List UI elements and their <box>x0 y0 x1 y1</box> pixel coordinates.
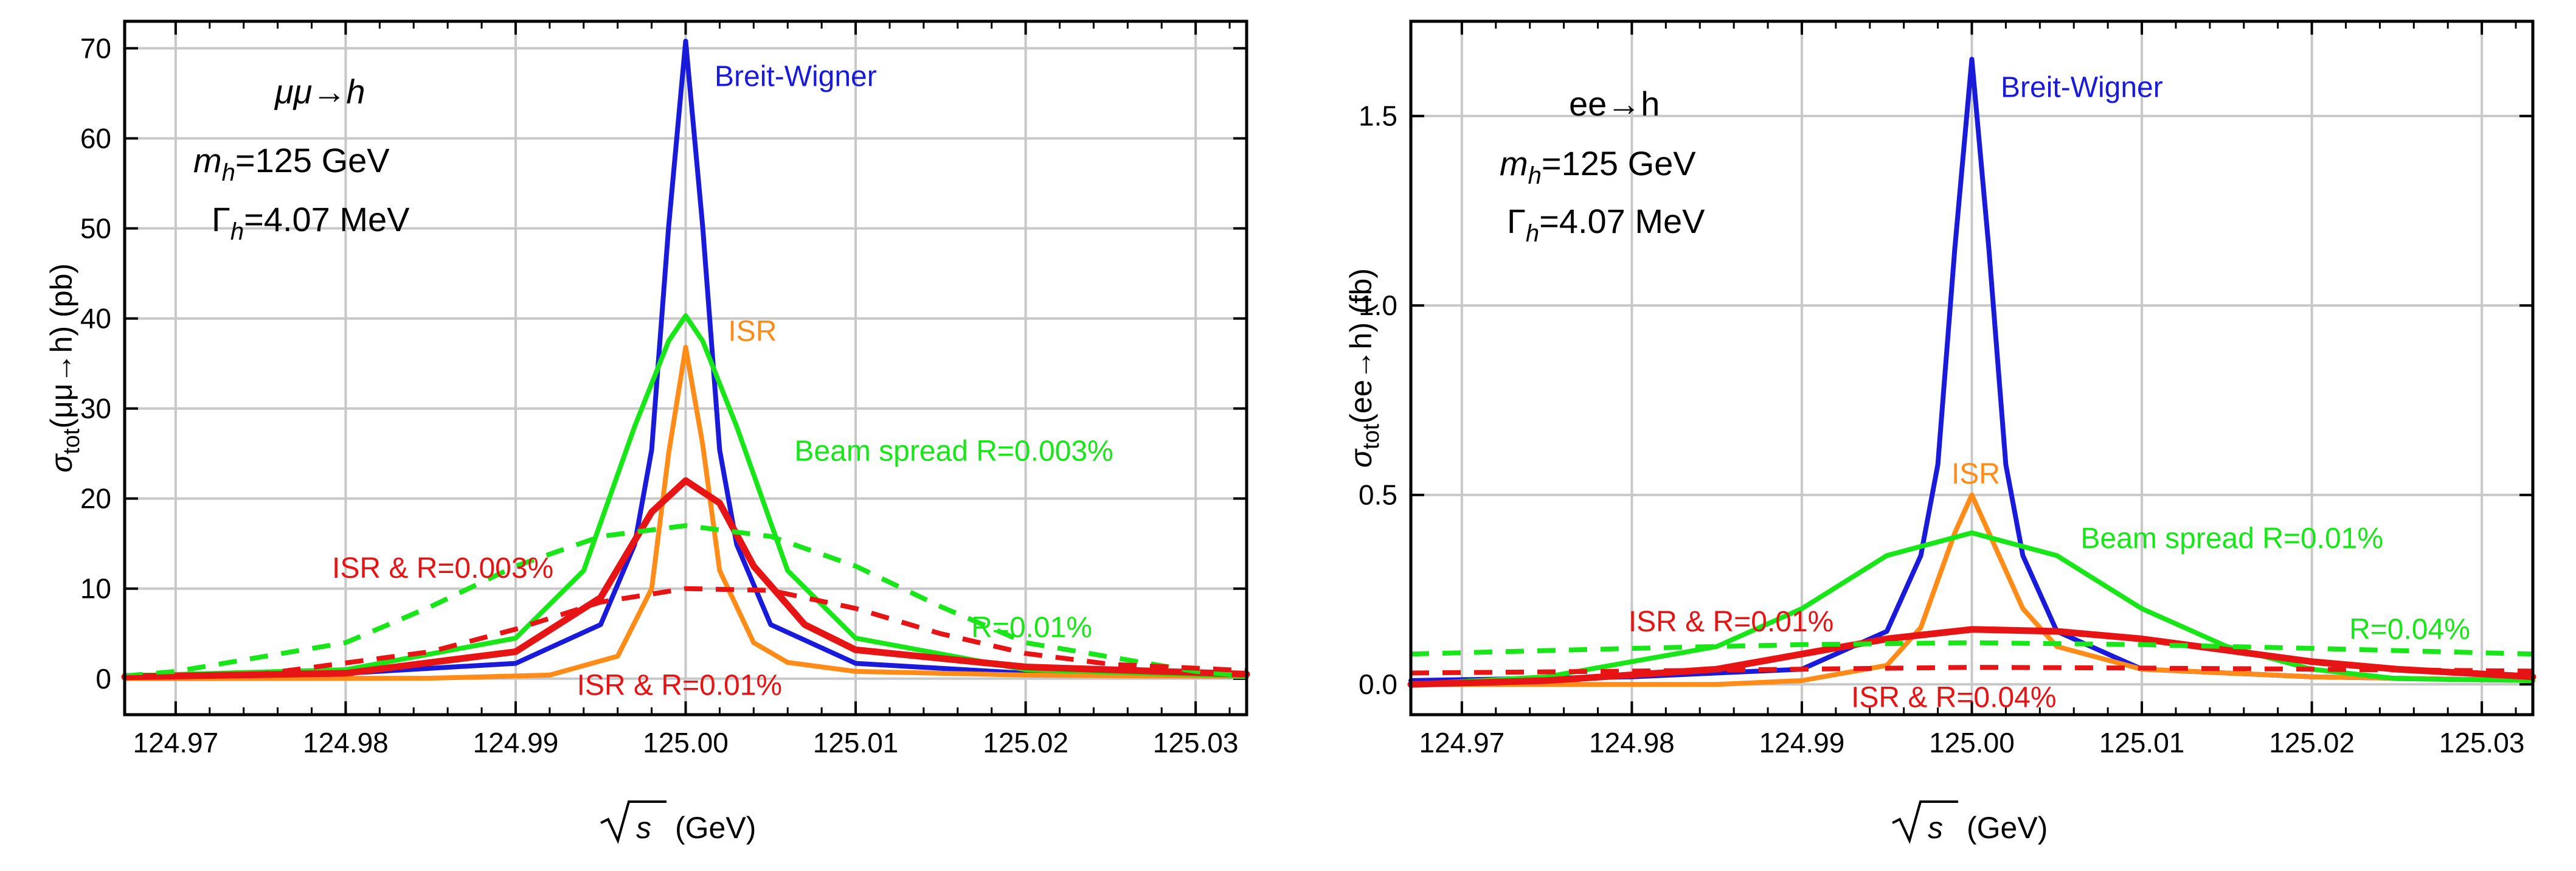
series-isr <box>122 344 1249 681</box>
curve-label: R=0.04% <box>2349 613 2470 645</box>
x-axis-label-variable: s <box>636 811 651 845</box>
plot-frame <box>123 19 1248 717</box>
annotation-width: Γh=4.07 MeV <box>212 200 410 245</box>
y-axis-label: σtot(ee→h) (fb) <box>1344 268 1384 468</box>
y-tick-label: 1.5 <box>1359 100 1397 132</box>
series-isr-r-0-01- <box>1407 626 2536 688</box>
series-beam-spread-r-0-01- <box>1408 530 2535 687</box>
x-tick-label: 124.98 <box>303 727 389 758</box>
curve-label: Beam spread R=0.003% <box>794 435 1113 467</box>
y-tick-labels: 0 10 20 30 40 50 60 70 <box>80 32 111 694</box>
x-tick-label: 124.97 <box>133 727 219 758</box>
x-tick-label: 125.00 <box>1929 727 2015 758</box>
x-tick-label: 125.01 <box>813 727 899 758</box>
sqrt-icon <box>1892 800 1958 844</box>
curve-label: ISR & R=0.003% <box>332 552 553 585</box>
y-tick-label: 20 <box>80 483 111 515</box>
y-tick-label: 70 <box>80 32 111 64</box>
y-tick-labels: 0.0 0.5 1.0 1.5 <box>1359 100 1397 700</box>
curve-label: ISR & R=0.01% <box>1629 606 1834 638</box>
series-beam-spread-r-0-003- <box>122 313 1249 679</box>
y-tick-label: 60 <box>80 122 111 154</box>
curve-labels: Breit-Wigner ISR Beam spread R=0.01% ISR & … <box>1629 72 2470 714</box>
y-tick-label: 1.0 <box>1359 290 1397 321</box>
series-r-0-01- <box>124 523 1247 679</box>
x-tick-labels: 124.97 124.98 124.99 125.00 125.01 125.02 125.… <box>1419 727 2525 758</box>
annotation-mass: mh=125 GeV <box>1500 144 1696 189</box>
sqrt-icon <box>600 800 667 844</box>
series-isr-r-0-04- <box>1410 665 2533 676</box>
x-tick-label: 124.98 <box>1589 727 1675 758</box>
x-tick-label: 125.03 <box>2439 727 2525 758</box>
curve-label: ISR & R=0.01% <box>577 669 782 701</box>
annotation-mass: mh=125 GeV <box>193 141 390 186</box>
series-lines <box>121 38 1250 681</box>
x-axis-label: s (GeV) <box>1892 800 2048 845</box>
plot-frame <box>1409 19 2535 717</box>
x-tick-labels: 124.97 124.98 124.99 125.00 125.01 125.02 125.… <box>133 727 1239 758</box>
series-isr-r-0-01- <box>124 586 1247 681</box>
series-r-0-04- <box>1410 640 2533 657</box>
x-tick-label: 125.02 <box>983 727 1068 758</box>
x-tick-label: 125.03 <box>1153 727 1239 758</box>
x-tick-label: 124.97 <box>1419 727 1505 758</box>
y-tick-label: 0.5 <box>1359 479 1397 511</box>
series-breit-wigner <box>1408 57 2535 683</box>
series-lines <box>1407 57 2536 688</box>
curve-label: Breit-Wigner <box>715 61 877 93</box>
x-axis-label-units: (GeV) <box>675 811 756 845</box>
y-tick-label: 50 <box>80 213 111 245</box>
x-tick-label: 125.02 <box>2269 727 2355 758</box>
y-tick-label: 30 <box>80 393 111 425</box>
curve-label: ISR <box>728 316 777 348</box>
x-axis-label-units: (GeV) <box>1967 811 2048 845</box>
series-breit-wigner <box>122 38 1249 678</box>
annotation-width: Γh=4.07 MeV <box>1507 202 1705 247</box>
y-axis-label: σtot(μμ→h) (pb) <box>44 263 85 473</box>
x-axis-label-variable: s <box>1928 811 1943 845</box>
y-tick-label: 40 <box>80 303 111 335</box>
y-tick-label: 0.0 <box>1359 668 1397 700</box>
x-tick-label: 124.99 <box>473 727 559 758</box>
panel-mumu: 124.97 124.98 124.99 125.00 125.01 125.02 125.… <box>44 19 1250 845</box>
annotation-process: ee→h <box>1569 85 1660 123</box>
x-tick-label: 125.00 <box>643 727 729 758</box>
annotation-process: μμ→h <box>274 72 365 111</box>
x-tick-label: 124.99 <box>1759 727 1845 758</box>
curve-label: Beam spread R=0.01% <box>2080 522 2383 555</box>
x-axis-label: s (GeV) <box>600 800 756 845</box>
series-isr-r-0-003- <box>121 477 1250 681</box>
curve-label: ISR & R=0.04% <box>1851 682 2057 714</box>
curve-label: Breit-Wigner <box>2001 72 2163 104</box>
x-tick-label: 125.01 <box>2099 727 2185 758</box>
curve-labels: Breit-Wigner ISR Beam spread R=0.003% ISR &… <box>332 61 1113 702</box>
curve-label: ISR <box>1951 458 2000 490</box>
y-tick-label: 10 <box>80 573 111 605</box>
curve-label: R=0.01% <box>971 612 1092 644</box>
panel-ee: 124.97 124.98 124.99 125.00 125.01 125.02 125.… <box>1344 19 2536 845</box>
y-tick-label: 0 <box>95 663 111 695</box>
